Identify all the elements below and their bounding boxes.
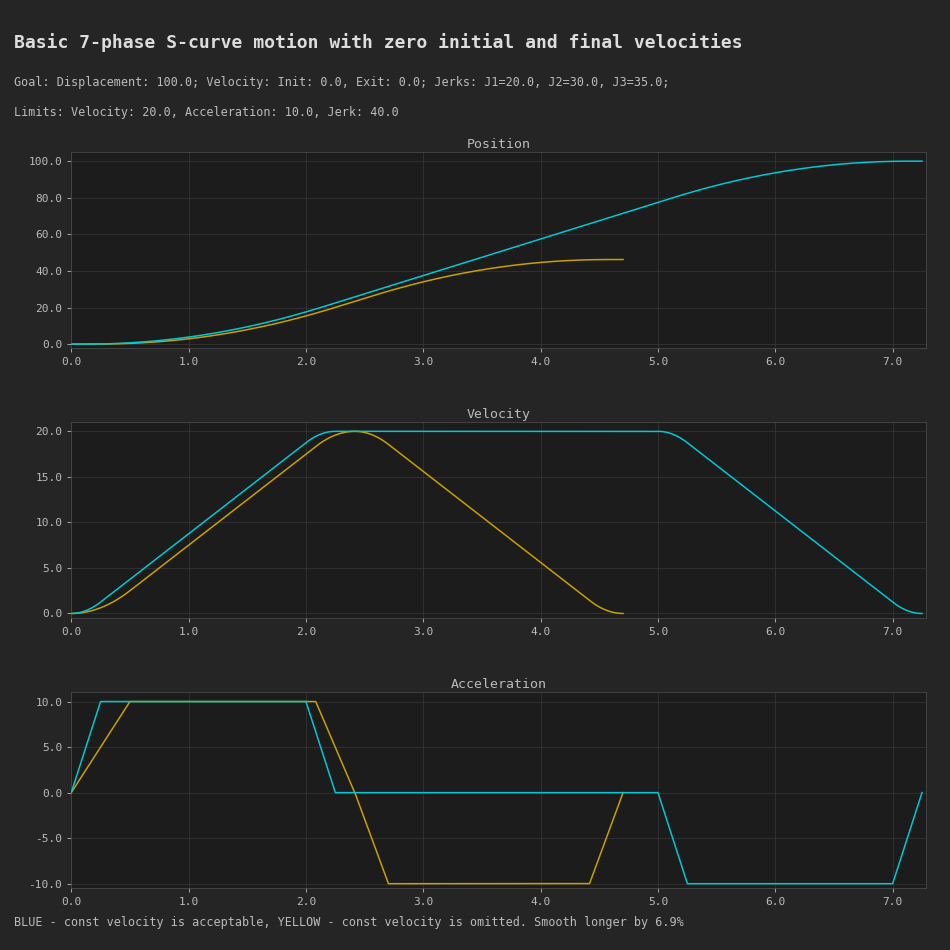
Title: Velocity: Velocity xyxy=(466,408,531,421)
Text: Basic 7-phase S-curve motion with zero initial and final velocities: Basic 7-phase S-curve motion with zero i… xyxy=(14,33,743,52)
Title: Acceleration: Acceleration xyxy=(450,678,547,692)
Text: Limits: Velocity: 20.0, Acceleration: 10.0, Jerk: 40.0: Limits: Velocity: 20.0, Acceleration: 10… xyxy=(14,106,399,120)
Text: BLUE - const velocity is acceptable, YELLOW - const velocity is omitted. Smooth : BLUE - const velocity is acceptable, YEL… xyxy=(14,916,684,929)
Text: Goal: Displacement: 100.0; Velocity: Init: 0.0, Exit: 0.0; Jerks: J1=20.0, J2=30: Goal: Displacement: 100.0; Velocity: Ini… xyxy=(14,76,670,89)
Title: Position: Position xyxy=(466,138,531,151)
